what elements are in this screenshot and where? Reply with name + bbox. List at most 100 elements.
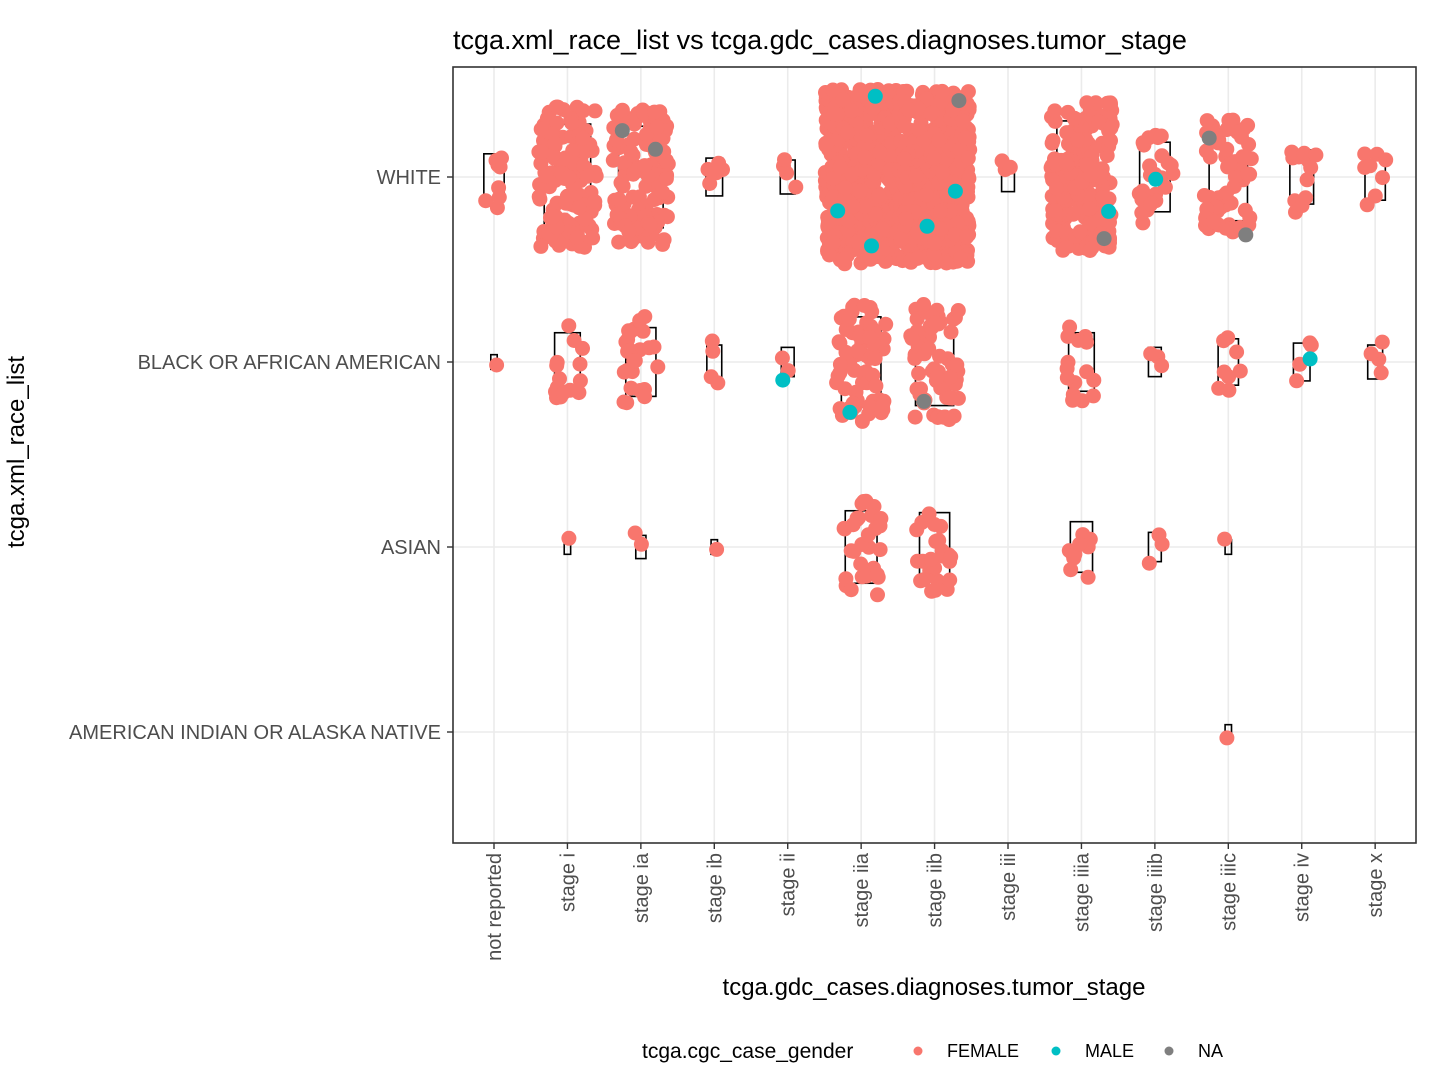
point-female: [1154, 358, 1170, 374]
point-female: [549, 99, 565, 115]
point-female: [621, 224, 637, 240]
point-female: [852, 183, 868, 199]
point-female: [874, 221, 890, 237]
legend-label-na: NA: [1198, 1041, 1223, 1061]
point-female: [943, 324, 959, 340]
point-female: [561, 530, 577, 546]
point-female: [862, 250, 878, 266]
point-female: [1085, 388, 1101, 404]
y-tick-label-american-indian-or-alaska-native: AMERICAN INDIAN OR ALASKA NATIVE: [69, 722, 441, 744]
point-female: [859, 128, 875, 144]
point-female: [831, 334, 847, 350]
point-female: [571, 200, 587, 216]
x-axis: not reported stage i stage ia stage ib stage…: [484, 843, 1387, 961]
point-female: [868, 378, 884, 394]
point-female: [1079, 334, 1095, 350]
point-female: [1091, 114, 1107, 130]
point-female: [1240, 117, 1256, 133]
point-female: [1063, 562, 1079, 578]
point-female: [1163, 157, 1179, 173]
point-female: [534, 144, 550, 160]
point-female: [913, 381, 928, 397]
point-female: [1211, 380, 1227, 396]
legend-label-female: FEMALE: [947, 1041, 1019, 1061]
point-female: [709, 541, 725, 557]
point-female: [777, 152, 792, 168]
point-female: [533, 238, 549, 254]
point-female: [872, 542, 888, 558]
point-female: [611, 191, 627, 207]
point-female: [911, 365, 927, 381]
point-female: [532, 191, 548, 207]
y-axis: WHITE BLACK OR AFRICAN AMERICAN ASIAN AMERI…: [69, 167, 453, 744]
point-female: [943, 549, 959, 565]
point-female: [898, 211, 914, 226]
legend-key-female: [913, 1046, 923, 1056]
point-female: [919, 187, 934, 203]
point-female: [832, 356, 848, 372]
point-female: [913, 573, 929, 589]
point-female: [1202, 149, 1218, 165]
point-female: [843, 582, 859, 598]
point-male: [947, 183, 963, 199]
point-female: [1357, 146, 1373, 162]
point-female: [1374, 334, 1390, 350]
point-male: [864, 238, 879, 254]
point-female: [1284, 144, 1300, 160]
y-tick-label-black-or-african-american: BLACK OR AFRICAN AMERICAN: [138, 352, 441, 374]
point-male: [1302, 351, 1318, 367]
point-female: [932, 348, 947, 364]
point-female: [637, 158, 653, 174]
x-tick-label-stage-iiic: stage iiic: [1218, 853, 1240, 931]
point-female: [868, 206, 884, 222]
point-female: [1362, 158, 1378, 174]
point-female: [1066, 110, 1082, 126]
point-female: [835, 92, 851, 108]
point-female: [850, 234, 866, 250]
point-female: [549, 115, 565, 131]
point-na: [1096, 231, 1112, 247]
point-female: [1289, 373, 1305, 389]
point-na: [1238, 227, 1254, 243]
point-female: [1059, 125, 1075, 141]
point-female: [1367, 188, 1383, 204]
point-female: [837, 381, 853, 397]
point-female: [1299, 172, 1315, 188]
point-female: [642, 217, 658, 233]
point-female: [818, 136, 834, 152]
point-female: [1217, 531, 1233, 547]
point-female: [633, 536, 649, 552]
point-female: [1095, 190, 1111, 206]
point-female: [646, 339, 662, 355]
point-female: [857, 149, 873, 165]
point-female: [908, 168, 924, 184]
point-female: [901, 102, 917, 118]
point-female: [933, 221, 949, 237]
point-female: [1143, 346, 1159, 362]
point-female: [622, 324, 638, 340]
point-female: [1072, 224, 1088, 240]
point-female: [1220, 330, 1236, 346]
point-female: [909, 522, 925, 538]
point-female: [845, 199, 861, 214]
point-female: [856, 494, 872, 509]
point-na: [916, 393, 932, 409]
point-female: [929, 369, 945, 385]
point-female: [658, 171, 674, 187]
point-female: [572, 356, 588, 372]
point-female: [585, 230, 601, 246]
point-female: [1079, 364, 1095, 380]
point-female: [1363, 346, 1379, 362]
x-tick-label-stage-ib: stage ib: [704, 853, 726, 923]
point-female: [827, 106, 842, 122]
point-female: [931, 132, 947, 148]
point-female: [632, 313, 648, 328]
chart-title: tcga.xml_race_list vs tcga.gdc_cases.dia…: [453, 25, 1187, 55]
point-female: [960, 150, 976, 166]
point-female: [910, 121, 926, 137]
point-female: [853, 556, 869, 572]
point-female: [867, 351, 883, 367]
point-female: [871, 188, 887, 204]
point-female: [1082, 243, 1098, 258]
